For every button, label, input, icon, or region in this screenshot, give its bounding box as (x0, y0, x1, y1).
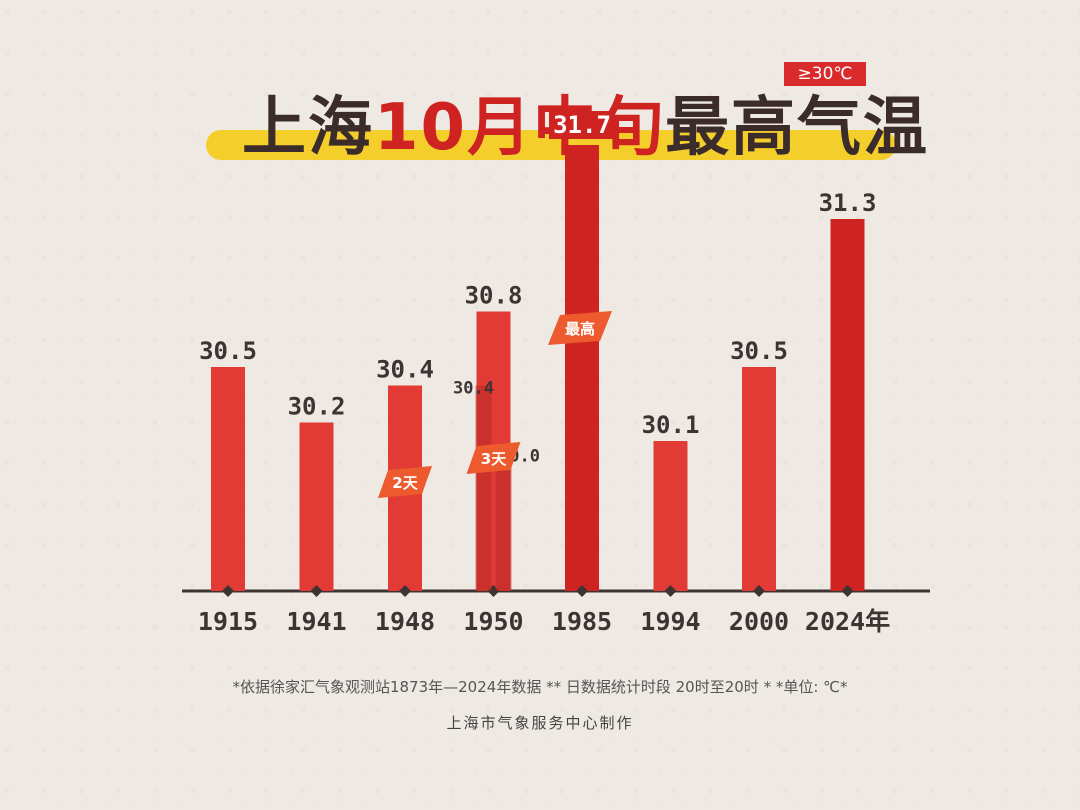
bar-1994 (653, 441, 688, 591)
record-tag (548, 311, 612, 345)
x-label-1994: 1994 (640, 607, 700, 636)
value-box-1985 (549, 111, 615, 139)
bar-2024年 (830, 219, 865, 591)
extra-value-label-1950-30.4: 30.4 (453, 379, 494, 399)
credit-line: 上海市气象服务中心制作 (446, 714, 634, 732)
day-tag-1950 (466, 442, 521, 474)
day-tag-label-1948: 2天 (392, 474, 418, 492)
x-label-1950: 1950 (463, 607, 523, 636)
axis-tick-1915 (222, 585, 234, 597)
axis-tick-1994 (664, 585, 677, 597)
axis-tick-1948 (399, 585, 411, 597)
bar-1915 (211, 367, 245, 591)
value-label-1985: 31.7 (553, 111, 611, 139)
value-label-1948: 30.4 (376, 356, 434, 384)
x-label-2024年: 2024年 (805, 607, 890, 636)
value-label-2024年: 31.3 (819, 189, 877, 217)
x-label-1948: 1948 (375, 607, 435, 636)
value-label-1994: 30.1 (642, 411, 700, 439)
value-label-1950: 30.8 (465, 282, 523, 310)
record-tag-label: 最高 (565, 320, 595, 338)
value-label-1915: 30.5 (199, 337, 257, 365)
extra-bar-1950-30.4 (475, 385, 492, 591)
x-label-1915: 1915 (198, 607, 258, 636)
axis-tick-2000 (753, 585, 765, 597)
threshold-badge: ≥30℃ (784, 62, 866, 86)
extra-bar-1950-30.0 (495, 459, 512, 591)
axis-tick-1985 (576, 585, 588, 597)
x-label-2000: 2000 (729, 607, 789, 636)
value-label-1941: 30.2 (288, 393, 346, 421)
page-title: 上海10月中旬最高气温 (242, 88, 927, 168)
title-part-metric: 最高气温 (665, 91, 930, 165)
day-tag-1948 (378, 466, 432, 498)
axis-tick-2024年 (841, 585, 854, 597)
day-tag-label-1950: 3天 (481, 450, 507, 468)
title-part-location: 上海 (242, 91, 374, 165)
x-label-1985: 1985 (552, 607, 612, 636)
bar-2000 (742, 367, 776, 591)
x-label-1941: 1941 (286, 607, 346, 636)
axis-tick-1941 (310, 585, 323, 597)
bar-1985 (565, 145, 599, 591)
data-source-note: *依据徐家汇气象观测站1873年—2024年数据 ** 日数据统计时段 20时至… (232, 678, 848, 696)
value-label-2000: 30.5 (730, 337, 788, 365)
bar-1941 (299, 422, 334, 591)
